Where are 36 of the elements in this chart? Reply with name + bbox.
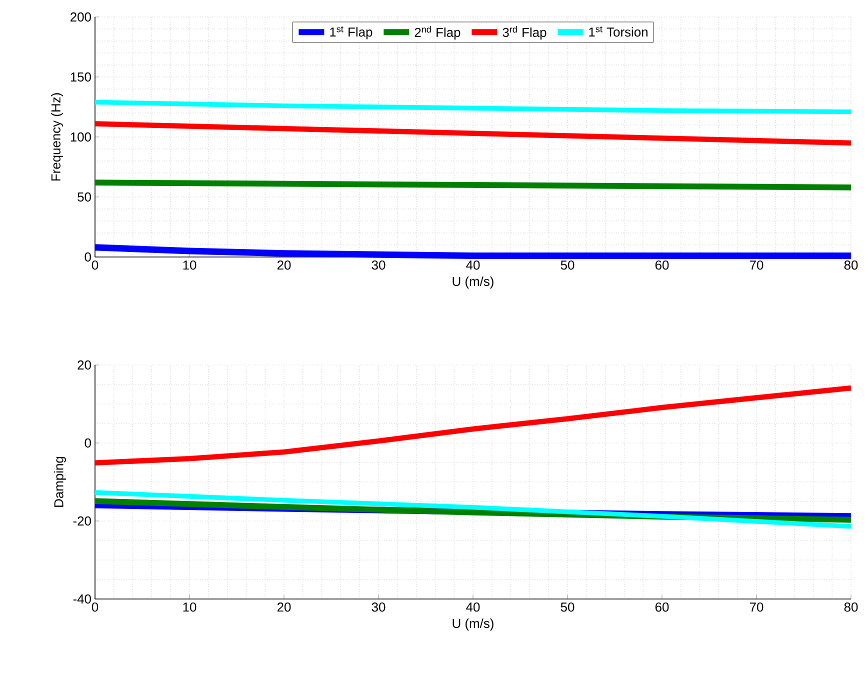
y-tick-label: 200 <box>70 12 91 22</box>
y-tick-label: 100 <box>70 132 91 142</box>
y-tick-label: 0 <box>84 438 91 448</box>
y-axis-title: Damping <box>54 456 66 507</box>
x-tick-label: 40 <box>466 602 480 612</box>
y-tick-label: -40 <box>73 594 91 604</box>
line-series <box>92 490 854 529</box>
y-tick-label: 0 <box>84 252 91 262</box>
x-tick-label: 80 <box>844 602 858 612</box>
x-tick-label: 20 <box>277 602 291 612</box>
legend-label: 2$^{nd}$ Flap <box>414 26 460 40</box>
y-tick-label: 20 <box>78 360 91 370</box>
x-tick-label: 70 <box>750 260 764 270</box>
legend-label: 1$^{st}$ Torsion <box>589 26 648 37</box>
legend-label: 1$^{st}$ Flap <box>330 26 372 40</box>
x-tick-label: 10 <box>183 602 196 612</box>
y-axis-title: Frequency (Hz) <box>50 93 64 181</box>
y-tick-label: 150 <box>70 72 91 82</box>
x-tick-label: 10 <box>183 260 196 270</box>
x-tick-label: 70 <box>750 602 764 612</box>
x-tick-label: 60 <box>655 260 669 270</box>
x-tick-label: 20 <box>277 260 291 270</box>
x-tick-label: 30 <box>372 602 386 612</box>
x-tick-label: 50 <box>560 260 574 270</box>
x-tick-label: 40 <box>466 260 480 270</box>
x-axis-title: U (m/s) <box>452 276 494 289</box>
x-tick-label: 0 <box>92 260 98 270</box>
x-axis-title: U (m/s) <box>452 618 494 631</box>
x-tick-label: 80 <box>844 260 858 270</box>
y-tick-label: 50 <box>78 192 91 202</box>
y-tick-label: -20 <box>73 516 91 526</box>
x-tick-label: 60 <box>655 602 669 612</box>
x-tick-label: 50 <box>560 602 574 612</box>
x-tick-label: 0 <box>92 602 98 612</box>
x-tick-label: 30 <box>372 260 386 270</box>
legend-label: 3$^{rd}$ Flap <box>502 26 546 40</box>
